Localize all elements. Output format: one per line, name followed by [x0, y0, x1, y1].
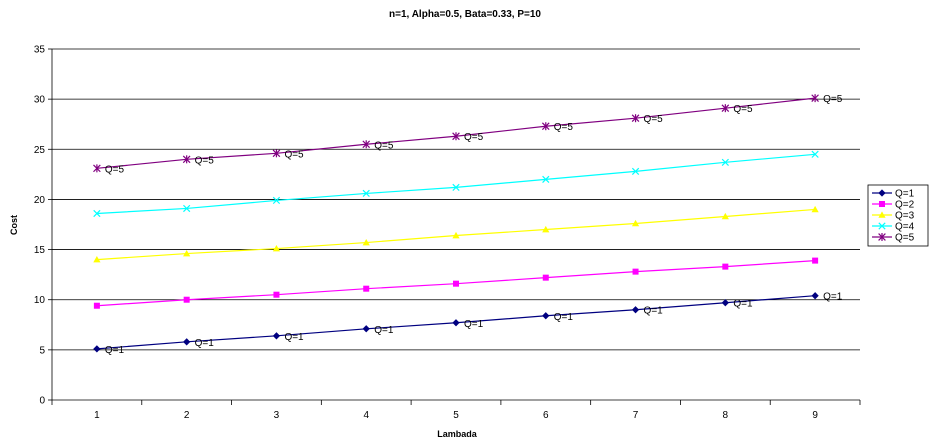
data-point-q1-4: [362, 325, 370, 333]
data-label-q1-8: Q=1: [733, 299, 753, 310]
y-tick-label-35: 35: [34, 45, 46, 56]
x-tick-label-6: 6: [543, 410, 549, 421]
chart-title: n=1, Alpha=0.5, Bata=0.33, P=10: [389, 9, 541, 20]
data-point-q2-4: [363, 285, 370, 292]
data-point-q5-2: [182, 155, 191, 164]
data-point-q1-2: [183, 338, 191, 346]
data-point-q3-1: [93, 256, 101, 263]
data-point-q2-7: [632, 268, 639, 275]
data-label-q5-1: Q=5: [105, 164, 125, 175]
plot-area: 0 5 10 15 20 25 30 35 1 2 3 4 5 6 7 8 9 Q=1 Q=1 Q=1 Q=1 Q=1 Q=…: [34, 45, 861, 421]
data-point-q1-7: [631, 306, 640, 314]
y-tick-label-25: 25: [34, 145, 46, 156]
x-tick-label-2: 2: [184, 410, 190, 421]
data-point-q2-3: [273, 291, 280, 298]
data-point-q4-2: [183, 204, 191, 213]
data-point-q4-6: [542, 175, 550, 183]
data-point-q5-1: [93, 164, 101, 173]
data-point-q2-8: [722, 263, 729, 270]
x-tick-label-7: 7: [633, 410, 639, 421]
data-point-q3-4: [362, 238, 370, 246]
data-point-q4-3: [272, 196, 281, 205]
data-point-q4-1: [93, 209, 101, 218]
x-tick-label-9: 9: [812, 410, 818, 421]
legend-label-q5: Q=5: [895, 233, 915, 244]
legend-label-q2: Q=2: [895, 200, 915, 211]
legend-marker-q1: [878, 189, 886, 197]
x-axis-title: Lambada: [437, 429, 478, 439]
x-tick-label-5: 5: [453, 410, 459, 421]
data-label-q5-6: Q=5: [554, 122, 574, 133]
x-tick-label-1: 1: [94, 410, 100, 421]
x-tick-label-8: 8: [723, 410, 729, 421]
data-label-q5-9: Q=5: [823, 94, 843, 105]
data-point-q5-6: [541, 122, 550, 131]
data-point-q4-7: [631, 167, 640, 175]
x-tick-label-3: 3: [274, 410, 280, 421]
data-label-q5-5: Q=5: [464, 132, 484, 143]
data-label-q1-3: Q=1: [284, 332, 304, 343]
data-point-q2-5: [453, 280, 459, 287]
data-point-q1-8: [721, 299, 729, 307]
legend-label-q3: Q=3: [895, 211, 915, 222]
data-point-q3-6: [542, 225, 550, 233]
y-tick-label-15: 15: [34, 245, 46, 256]
data-point-q4-5: [452, 183, 460, 192]
data-label-q5-8: Q=5: [733, 104, 753, 115]
data-point-q5-3: [272, 149, 281, 158]
data-label-q1-4: Q=1: [374, 325, 394, 336]
data-point-q3-7: [631, 219, 640, 227]
data-point-q2-6: [542, 274, 549, 281]
data-point-q5-4: [362, 140, 371, 149]
data-label-q1-5: Q=1: [464, 319, 484, 330]
legend-marker-q4: [878, 222, 886, 230]
legend-label-q4: Q=4: [895, 222, 915, 233]
data-point-q4-9: [811, 150, 819, 158]
data-label-q1-9: Q=1: [823, 292, 843, 303]
data-label-q1-6: Q=1: [554, 312, 574, 323]
legend: Q=1Q=2Q=3Q=4Q=5: [867, 184, 929, 247]
data-point-q3-2: [183, 249, 191, 257]
y-tick-label-20: 20: [34, 195, 46, 206]
data-point-q2-9: [812, 257, 819, 264]
data-point-q1-3: [272, 332, 281, 340]
data-point-q2-1: [93, 302, 100, 309]
legend-label-q1: Q=1: [895, 189, 915, 200]
y-tick-label-0: 0: [39, 396, 45, 407]
data-point-q1-1: [93, 345, 101, 353]
y-axis-title: Cost: [9, 215, 19, 235]
y-tick-label-30: 30: [34, 95, 46, 106]
x-tick-label-4: 4: [363, 410, 369, 421]
data-point-q1-5: [452, 319, 460, 327]
data-point-q5-7: [631, 114, 640, 123]
legend-marker-q5: [878, 233, 886, 241]
data-point-q3-5: [452, 231, 460, 239]
data-point-q5-8: [721, 104, 730, 113]
data-point-q4-8: [721, 158, 729, 166]
data-label-q5-7: Q=5: [644, 114, 664, 125]
data-label-q5-3: Q=5: [284, 149, 304, 160]
data-point-q5-5: [452, 132, 460, 141]
data-label-q5-4: Q=5: [374, 140, 394, 151]
data-point-q4-4: [362, 189, 370, 198]
data-point-q1-6: [542, 312, 550, 320]
data-point-q1-9: [811, 292, 819, 300]
data-label-q1-7: Q=1: [644, 306, 664, 317]
legend-marker-q2: [879, 201, 885, 207]
data-point-q3-8: [721, 212, 729, 220]
legend-marker-q3: [878, 211, 886, 218]
data-label-q5-2: Q=5: [195, 155, 215, 166]
y-tick-label-10: 10: [34, 295, 46, 306]
data-point-q5-9: [811, 94, 819, 103]
data-point-q3-9: [811, 205, 819, 213]
data-label-q1-1: Q=1: [105, 345, 125, 356]
data-point-q3-3: [272, 244, 281, 252]
data-point-q2-2: [183, 296, 190, 303]
y-tick-label-5: 5: [39, 345, 45, 356]
data-label-q1-2: Q=1: [195, 338, 215, 349]
